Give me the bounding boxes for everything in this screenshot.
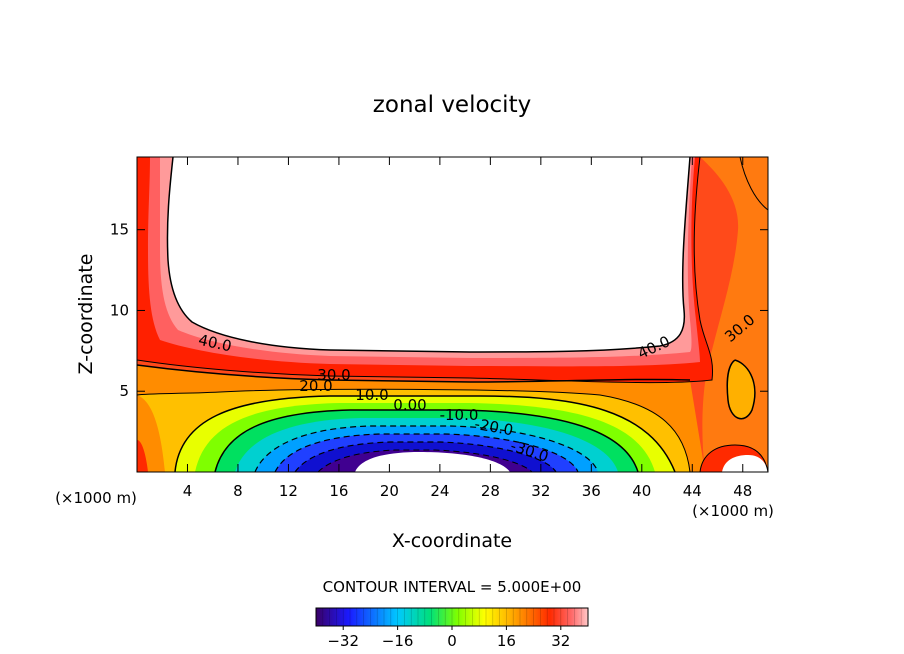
y-tick-label: 10 <box>110 301 129 319</box>
field-corner-blank-region <box>722 455 768 472</box>
plot-frame <box>136 156 769 473</box>
contour-line-0 <box>214 409 639 472</box>
contour-label: 20.0 <box>299 377 332 395</box>
contour-label: 0.00 <box>393 396 426 414</box>
contour-line-right-lower <box>699 444 768 472</box>
y-tick-label: 15 <box>110 221 129 239</box>
field-upper-blank-region <box>167 157 690 352</box>
contour-line-neg10 <box>254 425 599 472</box>
field-left-red-band <box>137 440 148 472</box>
colorbar-ticks: −32 −16 0 16 32 <box>327 626 570 650</box>
x-tick-label: 8 <box>233 482 243 500</box>
field-right-yellow-band <box>727 360 755 419</box>
x-tick-label: 28 <box>481 482 500 500</box>
x-tick-label: 12 <box>279 482 298 500</box>
colorbar-tick-label: 16 <box>497 632 516 650</box>
x-axis-label: X-coordinate <box>392 530 512 552</box>
colorbar-tick-label: −32 <box>327 632 359 650</box>
y-axis: 5 10 15 <box>110 221 768 400</box>
field-bottom-blank-region <box>355 452 510 472</box>
contour-interval-text: CONTOUR INTERVAL = 5.000E+00 <box>323 578 582 596</box>
x-tick-label: 24 <box>430 482 449 500</box>
contour-line-neg20 <box>274 433 579 472</box>
x-tick-label: 32 <box>531 482 550 500</box>
colorbar-tick-label: −16 <box>382 632 414 650</box>
x-unit-label: (×1000 m) <box>55 489 137 507</box>
contour-label: 30.0 <box>317 366 350 384</box>
contour-line-20-upper <box>137 364 691 383</box>
contour-line-10 <box>174 395 676 472</box>
x-tick-label: 48 <box>733 482 752 500</box>
contour-line-neg30 <box>294 441 557 472</box>
contour-line-right-30 <box>726 359 756 420</box>
y-axis-label: Z-coordinate <box>75 254 97 375</box>
x-tick-label: 44 <box>683 482 702 500</box>
contour-line-neg35 <box>317 449 533 472</box>
x-tick-label: 16 <box>329 482 348 500</box>
contour-label: -10.0 <box>440 406 479 424</box>
x-tick-label: 20 <box>380 482 399 500</box>
chart-title: zonal velocity <box>373 92 531 118</box>
contour-line-right-upper <box>739 157 768 211</box>
x-axis: 4 8 12 16 20 24 28 32 36 40 44 48 <box>183 157 752 500</box>
contour-label: 10.0 <box>355 386 388 404</box>
colorbar-stripes <box>322 608 582 626</box>
x-tick-label: 40 <box>632 482 651 500</box>
colorbar-tick-label: 32 <box>551 632 570 650</box>
contour-line-40-main <box>166 157 691 353</box>
contour-line-30-upper <box>137 157 714 384</box>
colorbar-tick-label: 0 <box>447 632 457 650</box>
contour-field <box>137 157 768 472</box>
contour-line-15 <box>137 388 691 472</box>
x-tick-label: 36 <box>582 482 601 500</box>
x-unit-label-right: (×1000 m) <box>692 502 774 520</box>
x-tick-label: 4 <box>183 482 193 500</box>
y-tick-label: 5 <box>119 382 129 400</box>
contour-lines <box>137 157 768 472</box>
